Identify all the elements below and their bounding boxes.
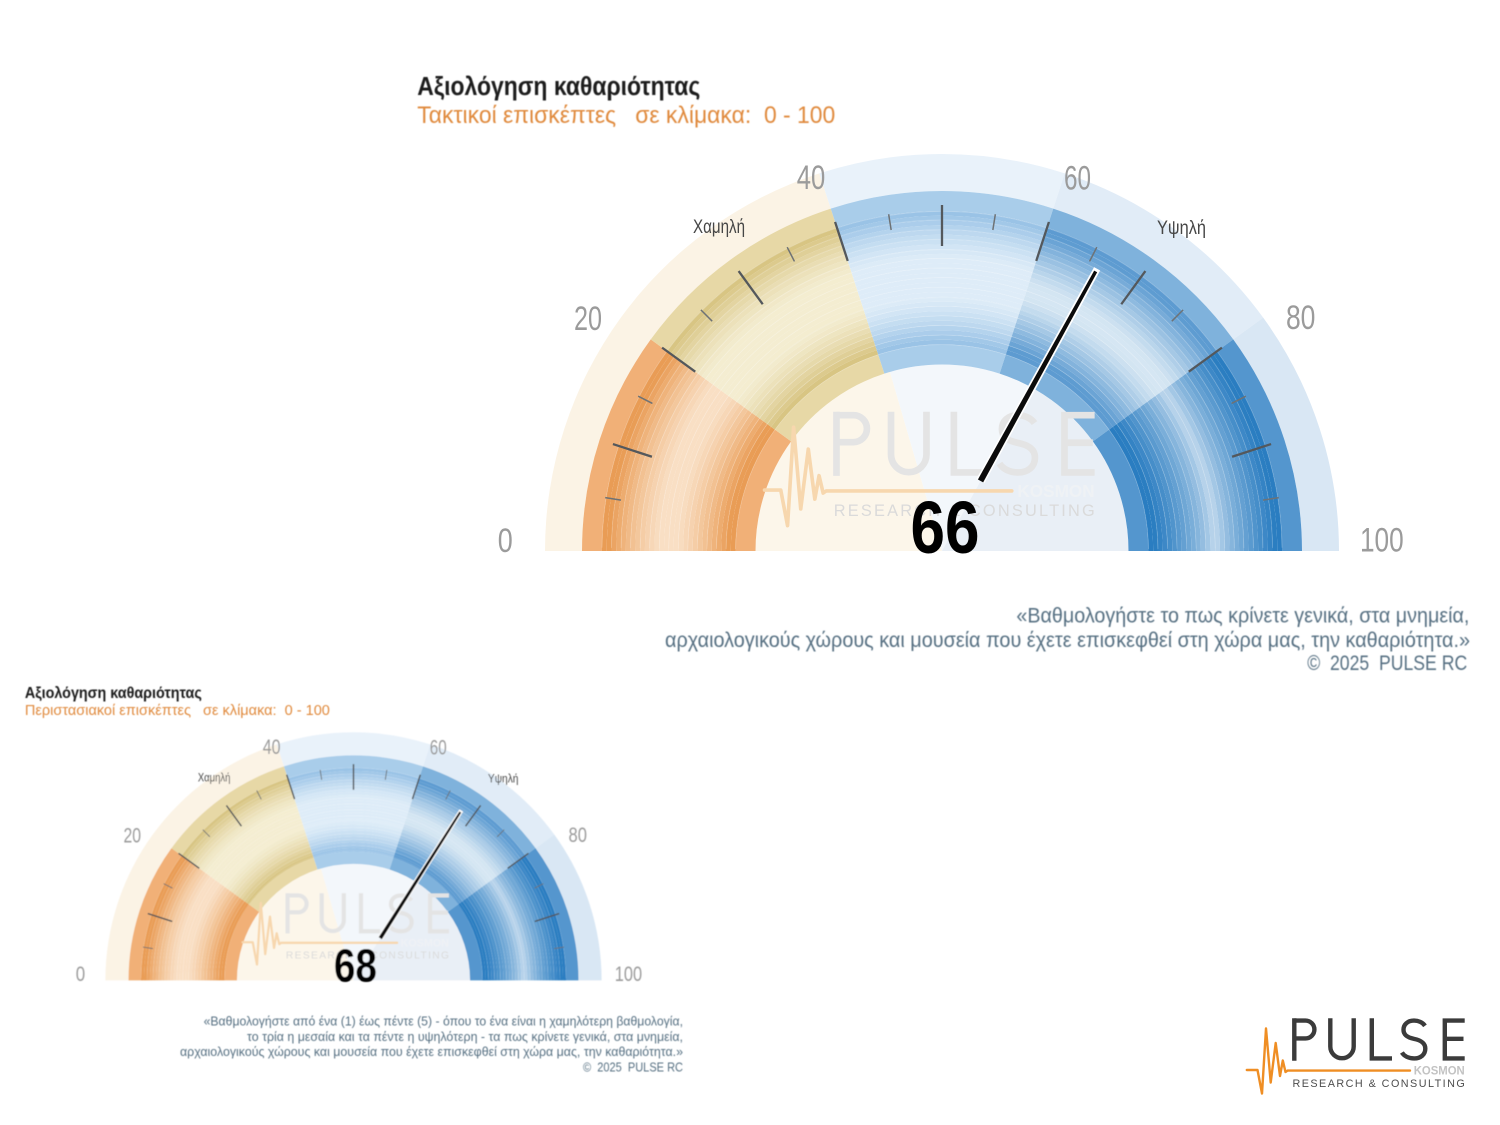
svg-text:80: 80: [569, 823, 587, 847]
svg-text:40: 40: [263, 735, 281, 759]
svg-text:Τακτικοί επισκέπτες σε κλίμα: Τακτικοί επισκέπτες σε κλίμακα: 0 - 100: [417, 102, 835, 129]
svg-text:0: 0: [76, 962, 85, 986]
svg-text:Περιστασιακοί επισκέπτες σε: Περιστασιακοί επισκέπτες σε κλίμακα: 0 -…: [25, 702, 330, 719]
svg-text:66: 66: [911, 486, 980, 569]
svg-text:0: 0: [498, 522, 513, 560]
svg-text:το τρία η μεσαία και τα πέντε: το τρία η μεσαία και τα πέντε η υψηλότερ…: [247, 1029, 683, 1044]
svg-text:Χαμηλή: Χαμηλή: [198, 771, 231, 785]
svg-text:40: 40: [797, 159, 826, 197]
svg-text:100: 100: [1360, 522, 1404, 560]
svg-text:20: 20: [574, 300, 602, 338]
svg-text:Αξιολόγηση καθαριότητας: Αξιολόγηση καθαριότητας: [25, 685, 202, 702]
svg-text:KOSMON: KOSMON: [1017, 481, 1094, 501]
svg-text:«Βαθμολογήστε από ένα (1) έως: «Βαθμολογήστε από ένα (1) έως πέντε (5) …: [204, 1013, 683, 1028]
svg-text:Αξιολόγηση καθαριότητας: Αξιολόγηση καθαριότητας: [417, 73, 700, 101]
svg-text:Χαμηλή: Χαμηλή: [693, 216, 745, 238]
svg-text:KOSMON: KOSMON: [1414, 1065, 1465, 1078]
svg-text:RESEARCH & CONSULTING: RESEARCH & CONSULTING: [1293, 1078, 1465, 1090]
svg-text:αρχαιολογικούς χώρους και μουσ: αρχαιολογικούς χώρους και μουσεία που έχ…: [665, 628, 1470, 652]
svg-text:«Βαθμολογήστε το πως κρίνετε γ: «Βαθμολογήστε το πως κρίνετε γενικά, στα…: [1016, 603, 1469, 627]
svg-text:80: 80: [1286, 299, 1316, 337]
svg-text:100: 100: [615, 962, 642, 986]
svg-text:60: 60: [430, 735, 447, 759]
svg-text:© 2025 PULSE RC: © 2025 PULSE RC: [1307, 651, 1467, 675]
svg-text:KOSMON: KOSMON: [401, 938, 449, 950]
svg-text:Υψηλή: Υψηλή: [488, 771, 519, 785]
svg-text:© 2025 PULSE RC: © 2025 PULSE RC: [583, 1060, 683, 1075]
svg-text:68: 68: [334, 940, 377, 992]
svg-text:RESEARCH & CONSULTING: RESEARCH & CONSULTING: [286, 951, 449, 962]
svg-text:20: 20: [123, 823, 141, 847]
svg-text:60: 60: [1064, 159, 1091, 197]
svg-text:Υψηλή: Υψηλή: [1157, 217, 1206, 239]
svg-text:αρχαιολογικούς χώρους και μουσ: αρχαιολογικούς χώρους και μουσεία που έχ…: [180, 1044, 683, 1059]
